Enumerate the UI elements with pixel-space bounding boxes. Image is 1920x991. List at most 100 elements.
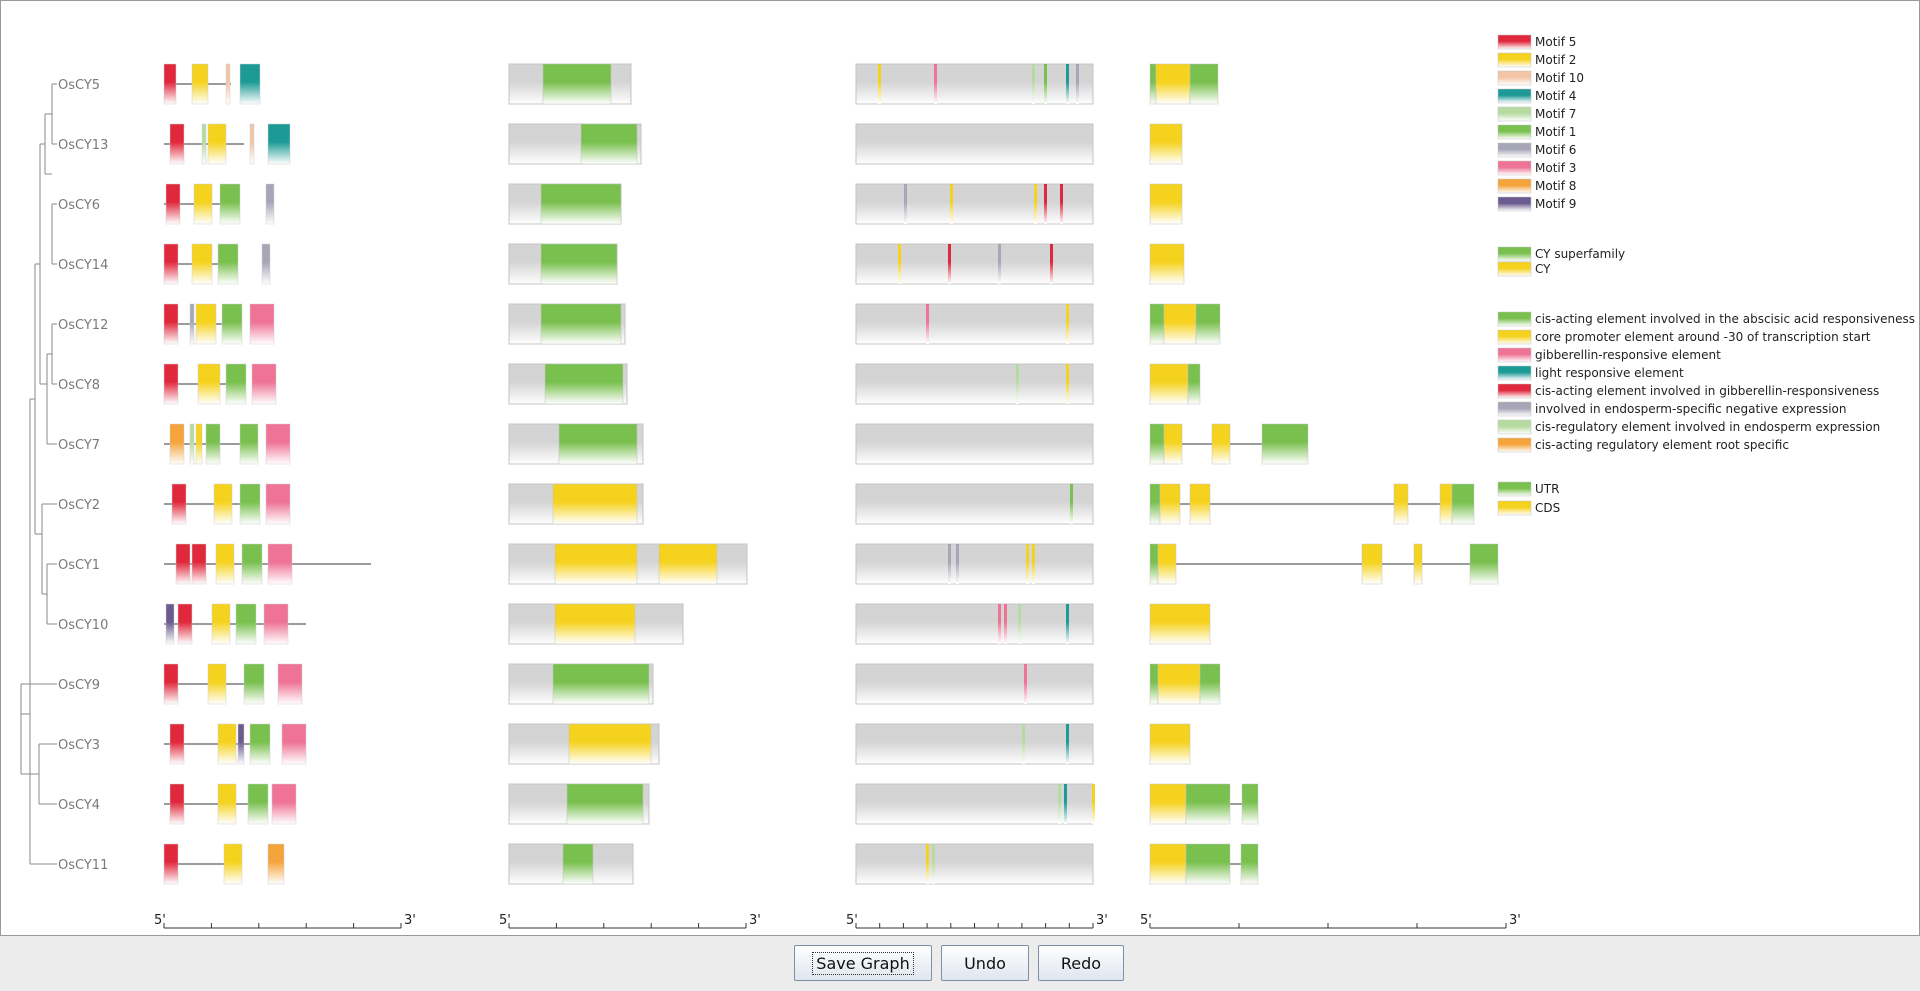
axis-5prime-label: 5' (846, 913, 858, 928)
exon-block (1149, 483, 1161, 525)
motif-block (267, 123, 291, 165)
motif-block (165, 603, 175, 645)
exon-block (1149, 63, 1157, 105)
cis-element-mark (1016, 364, 1019, 404)
legend-label: light responsive element (1535, 366, 1684, 380)
exon-block (1199, 663, 1221, 705)
motif-block (207, 663, 227, 705)
cis-element-mark (1024, 664, 1027, 704)
cis-element-mark (998, 604, 1001, 644)
redo-button[interactable]: Redo (1038, 945, 1124, 981)
legend-label: CDS (1535, 501, 1560, 515)
legend-swatch (1497, 329, 1532, 345)
exon-block (1159, 483, 1181, 525)
cis-element-mark (998, 244, 1001, 284)
motif-block (189, 303, 195, 345)
motif-block (243, 663, 265, 705)
domain-block (558, 423, 638, 465)
exon-block (1149, 423, 1165, 465)
legend-label: core promoter element around -30 of tran… (1535, 330, 1871, 344)
cis-element-mark (1066, 304, 1069, 344)
cis-element-mark (1066, 604, 1069, 644)
motif-block (221, 303, 243, 345)
domain-block (540, 183, 622, 225)
cis-element-mark (1066, 64, 1069, 104)
cis-element-mark (1066, 364, 1069, 404)
legend-label: gibberellin-responsive element (1535, 348, 1721, 362)
promoter-bar (855, 123, 1094, 165)
legend-swatch (1497, 246, 1532, 262)
legend-swatch (1497, 52, 1532, 68)
cis-element-mark (948, 244, 951, 284)
cis-element-mark (1044, 184, 1047, 224)
exon-block (1163, 423, 1183, 465)
exon-block (1155, 63, 1191, 105)
legend-label: Motif 1 (1535, 125, 1576, 139)
scale-axes: 5' 3' 5' 3' 5' 3' 5' 3' (154, 913, 1521, 929)
legend-swatch (1497, 160, 1532, 176)
motif-block (169, 123, 185, 165)
motif-block (265, 483, 291, 525)
motif-block (271, 783, 297, 825)
undo-button[interactable]: Undo (941, 945, 1029, 981)
legend-swatch (1497, 419, 1532, 435)
motif-block (191, 543, 207, 585)
motif-block (163, 303, 179, 345)
motif-block (263, 603, 289, 645)
exon-block (1149, 843, 1187, 885)
domain-block (544, 363, 624, 405)
axis-5prime-label: 5' (1140, 913, 1152, 928)
gene-label: OsCY4 (58, 798, 100, 813)
gene-label: OsCY7 (58, 438, 100, 453)
motif-block (171, 483, 187, 525)
cis-element-mark (1032, 544, 1035, 584)
exon-block (1149, 663, 1159, 705)
motif-block (217, 243, 239, 285)
domain-block (552, 663, 650, 705)
cis-element-mark (926, 844, 929, 884)
motif-block (177, 603, 193, 645)
exon-block (1241, 783, 1259, 825)
cis-element-panel (855, 63, 1095, 885)
legend-swatch (1497, 347, 1532, 363)
motif-block (169, 723, 185, 765)
gene-label: OsCY11 (58, 858, 108, 873)
legend-label: Motif 3 (1535, 161, 1576, 175)
motif-block (217, 783, 237, 825)
legend-swatch (1497, 500, 1532, 516)
motif-block (169, 423, 185, 465)
legend-label: CY superfamily (1535, 247, 1625, 261)
graph-canvas: OsCY5 OsCY13 OsCY6 OsCY14 OsCY12 OsCY8 OsCY7 Os… (0, 0, 1920, 936)
gene-labels: OsCY5 OsCY13 OsCY6 OsCY14 OsCY12 OsCY8 OsCY7 Os… (58, 78, 108, 873)
promoter-bar (855, 723, 1094, 765)
exon-block (1157, 543, 1177, 585)
motif-block (265, 183, 275, 225)
exon-block (1413, 543, 1423, 585)
promoter-bar (855, 603, 1094, 645)
motif-block (249, 123, 255, 165)
motif-block (249, 303, 275, 345)
cis-element-mark (934, 64, 937, 104)
motif-block (235, 603, 257, 645)
motif-block (219, 183, 241, 225)
exon-block (1469, 543, 1499, 585)
legend-swatch (1497, 106, 1532, 122)
domain-block (540, 303, 622, 345)
motif-block (213, 483, 233, 525)
exon-block (1149, 183, 1183, 225)
gene-label: OsCY8 (58, 378, 100, 393)
exon-block (1439, 483, 1453, 525)
promoter-bar (855, 663, 1094, 705)
promoter-bar (855, 183, 1094, 225)
cis-element-mark (950, 184, 953, 224)
cis-element-mark (1066, 724, 1069, 764)
cis-element-mark (1050, 244, 1053, 284)
legend-label: Motif 7 (1535, 107, 1576, 121)
save-graph-button[interactable]: Save Graph (794, 945, 932, 981)
cis-element-mark (1076, 64, 1079, 104)
motif-block (195, 303, 217, 345)
exon-block (1189, 483, 1211, 525)
gene-label: OsCY10 (58, 618, 108, 633)
legend-label: cis-regulatory element involved in endos… (1535, 420, 1880, 434)
cis-element-mark (1004, 604, 1007, 644)
